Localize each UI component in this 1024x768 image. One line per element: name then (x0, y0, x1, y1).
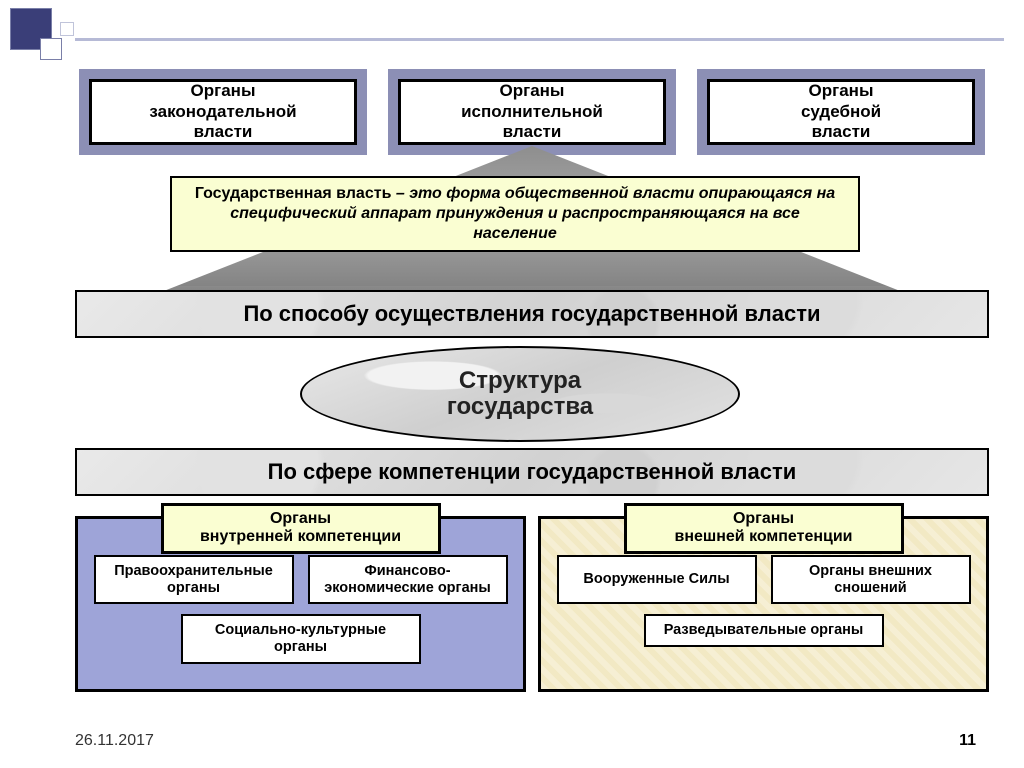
cell-armed-forces: Вооруженные Силы (557, 555, 757, 604)
footer-date: 26.11.2017 (75, 732, 154, 750)
band-by-method-label: По способу осуществления государственной… (243, 301, 820, 327)
footer-page-number: 11 (959, 732, 976, 750)
cell-financial-economic: Финансово-экономические органы (308, 555, 508, 604)
cell-law-enforcement: Правоохранительные органы (94, 555, 294, 604)
box-executive-label: Органыисполнительнойвласти (398, 79, 666, 145)
competence-panels: Органывнутренней компетенции Правоохрани… (75, 516, 989, 692)
panel-internal-title: Органывнутренней компетенции (161, 503, 441, 554)
panel-external: Органывнешней компетенции Вооруженные Си… (538, 516, 989, 692)
header-rule (75, 38, 1004, 41)
box-legislative-label: Органызаконодательнойвласти (89, 79, 357, 145)
band-by-sphere: По сфере компетенции государственной вла… (75, 448, 989, 496)
box-legislative: Органызаконодательнойвласти (85, 75, 361, 149)
definition-term: Государственная власть (195, 185, 392, 202)
panel-external-title: Органывнешней компетенции (624, 503, 904, 554)
box-judicial-label: Органысудебнойвласти (707, 79, 975, 145)
panel-internal: Органывнутренней компетенции Правоохрани… (75, 516, 526, 692)
cell-foreign-relations: Органы внешних сношений (771, 555, 971, 604)
box-executive: Органыисполнительнойвласти (394, 75, 670, 149)
band-by-method: По способу осуществления государственной… (75, 290, 989, 338)
center-ellipse-label: Структурагосударства (447, 368, 593, 421)
definition-box: Государственная власть – это форма общес… (170, 176, 860, 252)
cell-social-cultural: Социально-культурные органы (181, 614, 421, 663)
cell-intelligence: Разведывательные органы (644, 614, 884, 647)
box-judicial: Органысудебнойвласти (703, 75, 979, 149)
center-ellipse: Структурагосударства (300, 346, 740, 442)
top-branch-boxes: Органызаконодательнойвласти Органыисполн… (85, 75, 979, 149)
band-by-sphere-label: По сфере компетенции государственной вла… (268, 459, 797, 485)
